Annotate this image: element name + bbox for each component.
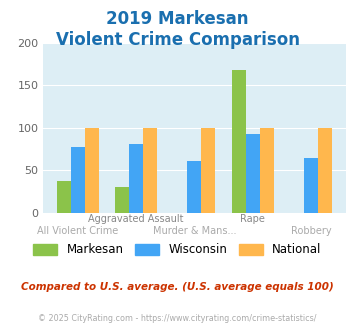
Text: Rape: Rape — [240, 214, 265, 224]
Bar — [56, 181, 71, 213]
Text: Aggravated Assault: Aggravated Assault — [88, 214, 184, 224]
Bar — [201, 128, 215, 213]
Bar — [318, 128, 332, 213]
Bar — [304, 158, 318, 213]
Text: 2019 Markesan: 2019 Markesan — [106, 10, 249, 28]
Text: © 2025 CityRating.com - https://www.cityrating.com/crime-statistics/: © 2025 CityRating.com - https://www.city… — [38, 314, 317, 323]
Bar — [232, 70, 246, 213]
Text: All Violent Crime: All Violent Crime — [37, 226, 118, 236]
Legend: Markesan, Wisconsin, National: Markesan, Wisconsin, National — [33, 244, 322, 256]
Bar — [143, 128, 157, 213]
Text: Violent Crime Comparison: Violent Crime Comparison — [55, 31, 300, 50]
Bar — [84, 128, 99, 213]
Text: Murder & Mans...: Murder & Mans... — [153, 226, 236, 236]
Bar — [71, 147, 84, 213]
Bar — [129, 144, 143, 213]
Text: Compared to U.S. average. (U.S. average equals 100): Compared to U.S. average. (U.S. average … — [21, 282, 334, 292]
Bar — [115, 187, 129, 213]
Bar — [260, 128, 274, 213]
Bar — [246, 134, 260, 213]
Text: Robbery: Robbery — [291, 226, 332, 236]
Bar — [187, 161, 201, 213]
